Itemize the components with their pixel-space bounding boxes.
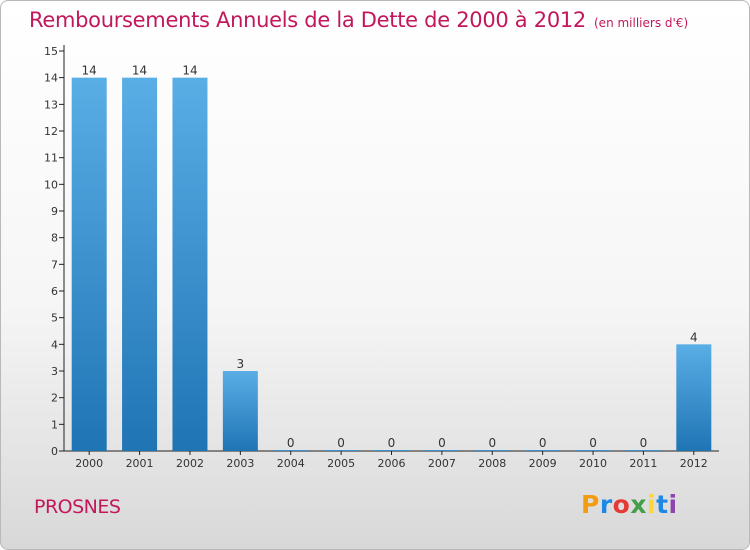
bar-value-label: 4 [690,330,698,344]
bar-value-label: 0 [287,436,295,450]
x-tick-label: 2002 [176,457,204,470]
x-tick-label: 2012 [680,457,708,470]
y-tick-label: 3 [51,365,58,378]
y-tick-label: 10 [44,178,58,191]
logo-letter: i [647,490,657,519]
y-tick-label: 2 [51,392,58,405]
y-tick-label: 9 [51,205,58,218]
bar-value-label: 0 [589,436,597,450]
bar-value-label: 0 [488,436,496,450]
x-tick-label: 2000 [75,457,103,470]
y-tick-label: 4 [51,338,58,351]
commune-name: PROSNES [34,496,121,518]
x-tick-label: 2001 [126,457,154,470]
y-tick-label: 6 [51,285,58,298]
x-tick-label: 2010 [579,457,607,470]
logo-letter: i [668,490,678,519]
title-text: Remboursements Annuels de la Dette de 20… [29,8,586,32]
logo-letter: o [612,490,631,519]
logo-letter: P [581,490,600,519]
y-tick-label: 5 [51,312,58,325]
bar [172,77,208,452]
bar-value-label: 0 [337,436,345,450]
bar-value-label: 14 [182,64,197,78]
bars: 14 14 14 3 0 0 0 0 0 0 0 0 4 [71,64,712,452]
bar-value-label: 3 [237,357,245,371]
x-tick-label: 2008 [478,457,506,470]
logo-letter: r [599,490,613,519]
x-tick-label: 2011 [629,457,657,470]
y-tick-label: 15 [44,45,58,58]
bar-value-label: 14 [82,64,97,78]
y-tick-label: 7 [51,258,58,271]
logo-letter: x [630,490,647,519]
x-tick-label: 2006 [378,457,406,470]
x-tick-label: 2007 [428,457,456,470]
bar-value-label: 0 [640,436,648,450]
bar-value-label: 14 [132,64,147,78]
y-tick-label: 13 [44,98,58,111]
y-tick-label: 12 [44,125,58,138]
chart-title: Remboursements Annuels de la Dette de 20… [29,8,688,32]
y-tick-label: 8 [51,232,58,245]
y-tick-label: 0 [51,445,58,458]
x-axis-ticks: 2000 2001 2002 2003 2004 2005 2006 2007 2008 2009… [75,451,708,470]
bar [323,450,359,451]
y-tick-label: 14 [44,72,58,85]
bar [122,77,158,452]
bar [273,450,309,451]
bar-value-label: 0 [438,436,446,450]
logo-letter: t [656,490,669,519]
bar [525,450,561,451]
bar [424,450,460,451]
bar [575,450,611,451]
bar-value-label: 0 [388,436,396,450]
x-tick-label: 2009 [529,457,557,470]
bar [676,344,712,451]
x-tick-label: 2003 [226,457,254,470]
bar [71,77,107,452]
bar [374,450,409,451]
x-tick-label: 2005 [327,457,355,470]
proxiti-logo: Proxiti [581,490,678,519]
bar-value-label: 0 [539,436,547,450]
x-tick-label: 2004 [277,457,305,470]
bar [625,450,661,451]
y-tick-label: 1 [51,418,58,431]
axes [63,45,719,452]
bar [474,450,510,451]
y-tick-label: 11 [44,152,58,165]
unit-label: (en milliers d'€) [594,16,689,30]
bar [222,371,258,451]
